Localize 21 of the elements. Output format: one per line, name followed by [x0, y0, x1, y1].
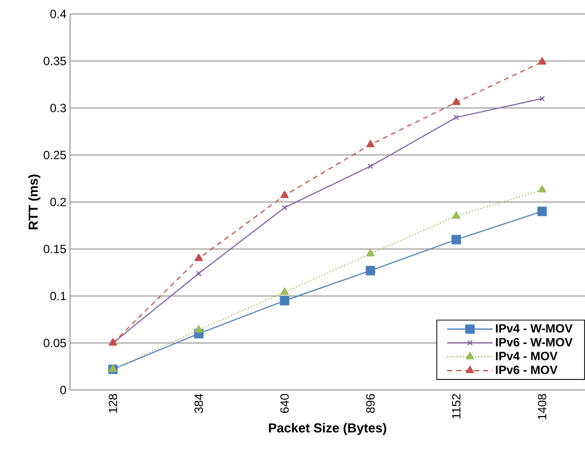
y-tick-label: 0.4: [50, 10, 66, 18]
y-tick-label: 0.05: [44, 338, 66, 348]
y-tick-label: 0.35: [44, 56, 66, 66]
x-tick-label: 128: [108, 394, 118, 413]
legend-label: IPv4 - MOV: [496, 352, 558, 360]
y-tick-label: 0.3: [50, 104, 66, 112]
x-axis-title: Packet Size (Bytes): [268, 422, 386, 436]
legend-label: IPv4 - W-MOV: [496, 324, 573, 333]
legend-label: IPv6 - MOV: [496, 366, 558, 374]
y-tick-label: 0.25: [44, 150, 66, 160]
y-tick-label: 0.1: [50, 292, 66, 300]
x-tick-label: 640: [280, 394, 289, 413]
y-tick-label: 0.2: [50, 198, 66, 206]
x-tick-label: 1152: [452, 394, 460, 418]
x-tick-label: 384: [194, 394, 203, 414]
y-axis-title: RTT (ms): [28, 174, 40, 230]
y-tick-label: 0.15: [44, 244, 66, 254]
x-tick-label: 896: [366, 394, 375, 413]
legend-label: IPv6 - W-MOV: [496, 338, 573, 346]
y-tick-label: 0: [60, 386, 66, 394]
x-tick-label: 1408: [538, 394, 546, 420]
